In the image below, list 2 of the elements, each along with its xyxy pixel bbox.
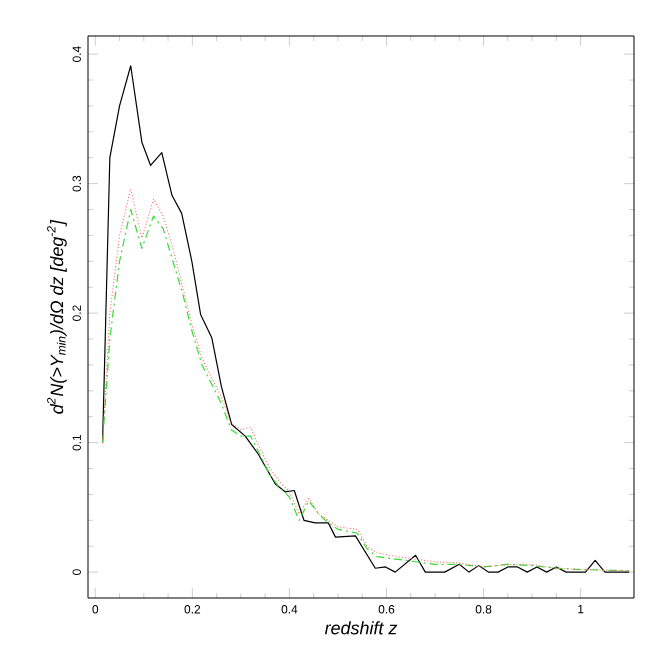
text: d$^{2}$N(>Y$_{min}$)/dΩ dz [deg$^{-2}$]: [47, 219, 67, 414]
x-axis-title: redshift z: [324, 621, 398, 635]
